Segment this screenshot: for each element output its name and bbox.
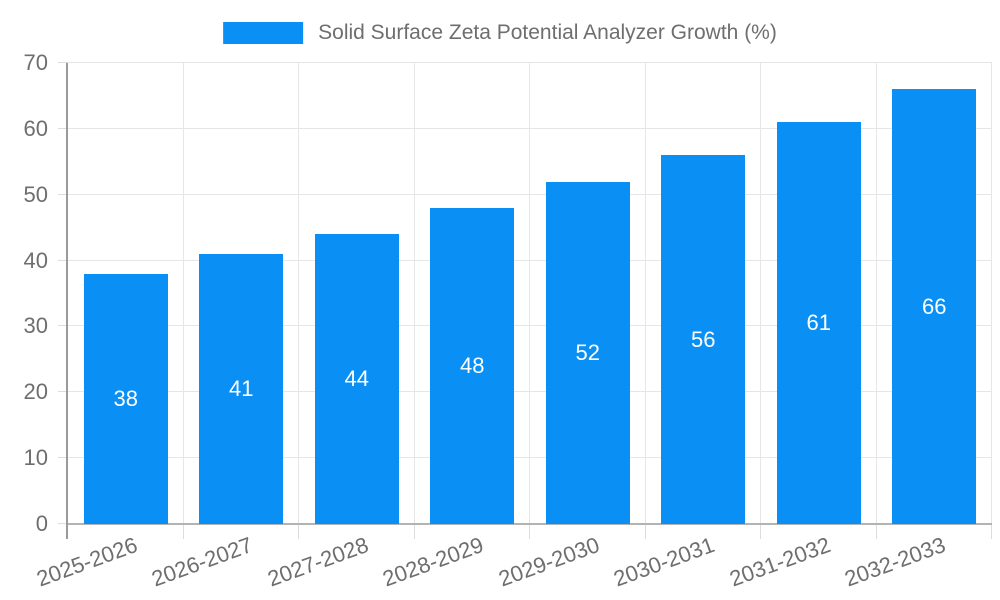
v-gridline	[182, 63, 184, 524]
h-gridline	[68, 62, 992, 63]
y-tick-mark	[58, 391, 68, 393]
v-gridline	[413, 63, 415, 524]
h-gridline	[68, 325, 992, 327]
x-tick-mark	[991, 524, 992, 539]
x-axis-tick-label: 2026-2027	[148, 532, 256, 592]
x-tick-mark	[413, 524, 415, 539]
x-axis-tick-label: 2027-2028	[263, 532, 372, 592]
v-gridline	[875, 63, 877, 524]
bar-value-label: 61	[806, 310, 831, 336]
bar	[83, 273, 168, 524]
y-tick-mark	[58, 259, 68, 261]
x-tick-mark	[760, 524, 761, 539]
h-gridline	[68, 193, 992, 195]
y-axis-tick-label: 70	[23, 50, 48, 75]
legend-item[interactable]: Solid Surface Zeta Potential Analyzer Gr…	[223, 19, 777, 47]
bar	[199, 253, 284, 524]
v-gridline	[644, 63, 646, 524]
y-axis-tick-label: 60	[23, 115, 48, 141]
y-tick-mark	[58, 62, 68, 63]
x-axis-tick-label: 2030-2031	[610, 532, 718, 592]
y-tick-mark	[58, 325, 68, 327]
y-axis-line	[66, 63, 68, 539]
x-axis-line	[68, 523, 992, 525]
bar	[314, 234, 399, 524]
y-axis-tick-label: 50	[23, 181, 48, 207]
y-axis-tick-label: 10	[23, 445, 48, 471]
legend-swatch-icon	[223, 22, 304, 44]
h-gridline	[68, 391, 992, 393]
bar	[430, 207, 515, 524]
y-tick-mark	[58, 523, 68, 524]
y-tick-mark	[58, 193, 68, 195]
bar-value-label: 56	[691, 326, 716, 352]
x-axis-tick-label: 2028-2029	[379, 532, 487, 592]
legend-label: Solid Surface Zeta Potential Analyzer Gr…	[318, 21, 777, 44]
x-axis-tick-label: 2032-2033	[841, 532, 949, 592]
y-axis-tick-label: 0	[35, 511, 48, 536]
bar-value-label: 44	[344, 366, 369, 392]
y-tick-mark	[58, 457, 68, 459]
bar	[776, 122, 861, 524]
y-tick-mark	[58, 127, 68, 129]
y-axis-tick-label: 40	[23, 247, 48, 273]
x-tick-mark	[529, 524, 530, 539]
bar-value-label: 38	[113, 385, 138, 411]
bar-value-label: 41	[229, 375, 254, 401]
v-gridline	[298, 63, 299, 524]
v-gridline	[760, 63, 761, 524]
bar-value-label: 66	[922, 293, 947, 319]
h-gridline	[68, 457, 992, 459]
x-tick-mark	[298, 524, 299, 539]
y-axis-tick-label: 20	[23, 379, 48, 405]
x-tick-mark	[875, 524, 877, 539]
bar	[661, 155, 746, 524]
bar	[892, 89, 977, 524]
v-gridline	[529, 63, 530, 524]
bar	[545, 181, 630, 524]
bar-value-label: 52	[575, 339, 600, 365]
x-tick-mark	[182, 524, 184, 539]
h-gridline	[68, 259, 992, 261]
y-axis-tick-label: 30	[23, 313, 48, 339]
x-axis-tick-label: 2031-2032	[725, 532, 834, 592]
x-tick-mark	[644, 524, 646, 539]
x-axis-tick-label: 2025-2026	[32, 532, 141, 592]
x-axis-tick-label: 2029-2030	[494, 532, 603, 592]
h-gridline	[68, 127, 992, 129]
v-gridline	[991, 63, 992, 524]
bar-value-label: 48	[460, 352, 485, 378]
